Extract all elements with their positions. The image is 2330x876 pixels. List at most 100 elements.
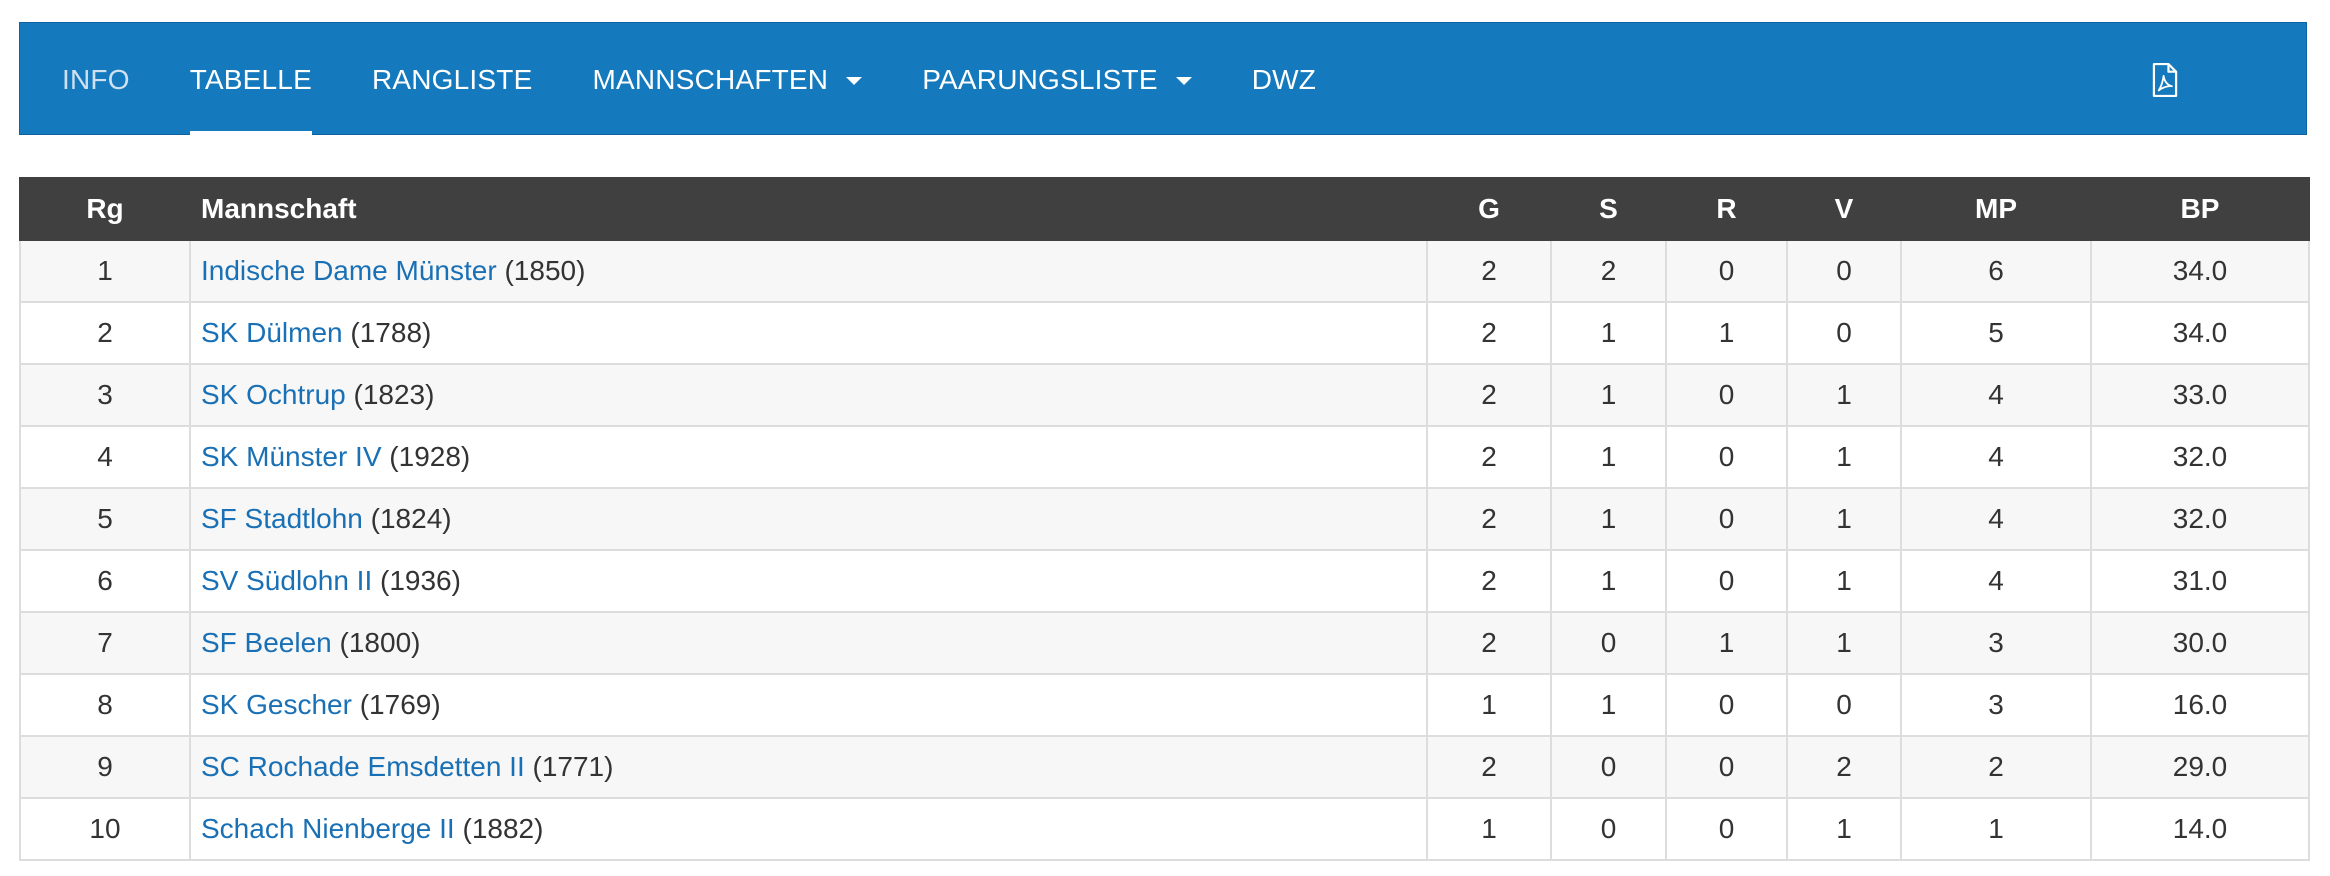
nav-item-label: RANGLISTE (371, 63, 533, 95)
games-cell: 2 (1426, 487, 1552, 551)
table-row: 2 SK Dülmen (1788) 2 1 1 0 5 34.0 (19, 301, 2310, 365)
games-cell: 2 (1426, 363, 1552, 427)
team-dwz: (1788) (350, 317, 432, 348)
nav-item-rangliste[interactable]: RANGLISTE (372, 23, 533, 136)
team-link[interactable]: SK Gescher (201, 689, 352, 720)
nav-item-paarungsliste-dropdown[interactable]: PAARUNGSLISTE (922, 23, 1192, 136)
column-header-g[interactable]: G (1426, 177, 1552, 241)
losses-cell: 1 (1786, 363, 1902, 427)
table-header-row: Rg Mannschaft G S R V MP BP (19, 177, 2310, 241)
team-link[interactable]: Indische Dame Münster (201, 255, 497, 286)
draws-cell: 1 (1665, 301, 1788, 365)
column-header-rg[interactable]: Rg (19, 177, 191, 241)
draws-cell: 0 (1665, 363, 1788, 427)
table-row: 9 SC Rochade Emsdetten II (1771) 2 0 0 2 2 29.0 (19, 735, 2310, 799)
draws-cell: 0 (1665, 487, 1788, 551)
column-header-mannschaft[interactable]: Mannschaft (189, 177, 1428, 241)
games-cell: 2 (1426, 735, 1552, 799)
games-cell: 2 (1426, 549, 1552, 613)
table-row: 7 SF Beelen (1800) 2 0 1 1 3 30.0 (19, 611, 2310, 675)
games-cell: 2 (1426, 611, 1552, 675)
games-cell: 1 (1426, 797, 1552, 861)
games-cell: 2 (1426, 425, 1552, 489)
team-link[interactable]: SK Münster IV (201, 441, 382, 472)
losses-cell: 0 (1786, 239, 1902, 303)
board-points-cell: 32.0 (2090, 425, 2310, 489)
match-points-cell: 4 (1900, 363, 2092, 427)
wins-cell: 1 (1550, 425, 1667, 489)
board-points-cell: 31.0 (2090, 549, 2310, 613)
team-cell: SF Beelen (1800) (189, 611, 1428, 675)
rank-cell: 7 (19, 611, 191, 675)
top-navbar: INFO TABELLE RANGLISTE MANNSCHAFTEN PAAR… (19, 22, 2307, 136)
losses-cell: 1 (1786, 797, 1902, 861)
column-header-v[interactable]: V (1786, 177, 1902, 241)
wins-cell: 1 (1550, 487, 1667, 551)
team-cell: SK Münster IV (1928) (189, 425, 1428, 489)
draws-cell: 1 (1665, 611, 1788, 675)
table-row: 4 SK Münster IV (1928) 2 1 0 1 4 32.0 (19, 425, 2310, 489)
team-cell: SK Dülmen (1788) (189, 301, 1428, 365)
board-points-cell: 30.0 (2090, 611, 2310, 675)
team-cell: SV Südlohn II (1936) (189, 549, 1428, 613)
team-dwz: (1928) (389, 441, 471, 472)
rank-cell: 3 (19, 363, 191, 427)
table-row: 8 SK Gescher (1769) 1 1 0 0 3 16.0 (19, 673, 2310, 737)
match-points-cell: 1 (1900, 797, 2092, 861)
match-points-cell: 5 (1900, 301, 2092, 365)
board-points-cell: 14.0 (2090, 797, 2310, 861)
team-link[interactable]: SC Rochade Emsdetten II (201, 751, 525, 782)
rank-cell: 6 (19, 549, 191, 613)
team-cell: SC Rochade Emsdetten II (1771) (189, 735, 1428, 799)
match-points-cell: 4 (1900, 549, 2092, 613)
match-points-cell: 4 (1900, 425, 2092, 489)
games-cell: 2 (1426, 301, 1552, 365)
draws-cell: 0 (1665, 735, 1788, 799)
column-header-s[interactable]: S (1550, 177, 1667, 241)
wins-cell: 1 (1550, 673, 1667, 737)
losses-cell: 0 (1786, 673, 1902, 737)
wins-cell: 0 (1550, 797, 1667, 861)
pdf-file-icon (2152, 62, 2178, 98)
losses-cell: 0 (1786, 301, 1902, 365)
rank-cell: 8 (19, 673, 191, 737)
nav-item-mannschaften-dropdown[interactable]: MANNSCHAFTEN (592, 23, 863, 136)
team-dwz: (1823) (353, 379, 435, 410)
nav-item-label: TABELLE (189, 63, 312, 95)
draws-cell: 0 (1665, 239, 1788, 303)
team-dwz: (1850) (504, 255, 586, 286)
rank-cell: 5 (19, 487, 191, 551)
nav-item-dwz[interactable]: DWZ (1252, 23, 1316, 136)
draws-cell: 0 (1665, 673, 1788, 737)
nav-menu: INFO TABELLE RANGLISTE MANNSCHAFTEN PAAR… (62, 23, 1376, 136)
team-cell: SF Stadtlohn (1824) (189, 487, 1428, 551)
caret-down-icon (1175, 76, 1192, 85)
pdf-export-button[interactable] (2148, 62, 2182, 98)
draws-cell: 0 (1665, 425, 1788, 489)
team-dwz: (1936) (380, 565, 461, 596)
match-points-cell: 4 (1900, 487, 2092, 551)
team-link[interactable]: SK Ochtrup (201, 379, 346, 410)
board-points-cell: 29.0 (2090, 735, 2310, 799)
team-cell: Indische Dame Münster (1850) (189, 239, 1428, 303)
team-dwz: (1769) (359, 689, 441, 720)
column-header-r[interactable]: R (1665, 177, 1788, 241)
team-link[interactable]: SF Stadtlohn (201, 503, 363, 534)
match-points-cell: 2 (1900, 735, 2092, 799)
team-link[interactable]: SK Dülmen (201, 317, 343, 348)
team-dwz: (1824) (370, 503, 452, 534)
team-link[interactable]: SF Beelen (201, 627, 332, 658)
match-points-cell: 6 (1900, 239, 2092, 303)
team-link[interactable]: Schach Nienberge II (201, 813, 455, 844)
board-points-cell: 32.0 (2090, 487, 2310, 551)
column-header-bp[interactable]: BP (2090, 177, 2310, 241)
nav-item-info[interactable]: INFO (62, 23, 130, 136)
losses-cell: 2 (1786, 735, 1902, 799)
caret-down-icon (846, 76, 863, 85)
nav-item-tabelle[interactable]: TABELLE (189, 23, 313, 136)
column-header-mp[interactable]: MP (1900, 177, 2092, 241)
standings-table-container: Rg Mannschaft G S R V MP BP 1 Indische Da… (19, 177, 2310, 861)
losses-cell: 1 (1786, 549, 1902, 613)
team-link[interactable]: SV Südlohn II (201, 565, 373, 596)
team-dwz: (1882) (462, 813, 544, 844)
